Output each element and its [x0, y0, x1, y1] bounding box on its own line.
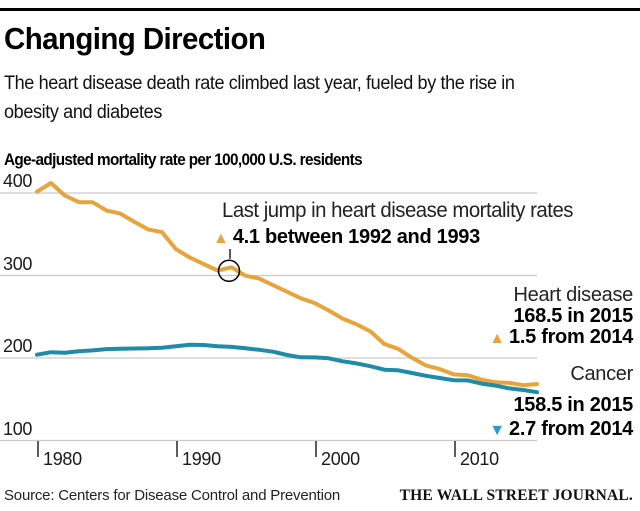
triangle-up-icon: ▲ — [489, 330, 506, 347]
cancer-line — [35, 342, 539, 395]
y-axis-label-200: 200 — [3, 336, 33, 356]
top-rule — [0, 8, 640, 11]
source-credit: Source: Centers for Disease Control and … — [4, 487, 341, 504]
heart-disease-change-text: 1.5 from 2014 — [509, 326, 633, 348]
x-axis-label-1980: 1980 — [43, 449, 82, 469]
subtitle-line-1: The heart disease death rate climbed las… — [4, 73, 515, 94]
y-axis-label-100: 100 — [3, 419, 33, 439]
annotation-detail-text: 4.1 between 1992 and 1993 — [232, 226, 480, 248]
cancer-value: 158.5 in 2015 — [513, 394, 633, 416]
subtitle-line-2: obesity and diabetes — [4, 102, 162, 123]
axis-unit-label: Age-adjusted mortality rate per 100,000 … — [4, 150, 363, 169]
x-axis-label-2000: 2000 — [321, 449, 360, 469]
heart-disease-series-label: Heart disease — [513, 284, 634, 306]
jump-circle-marker — [217, 259, 241, 283]
annotation-text: Last jump in heart disease mortality rat… — [222, 199, 573, 222]
cancer-series-label: Cancer — [570, 363, 633, 385]
chart-subtitle: The heart disease death rate climbed las… — [4, 69, 515, 127]
page-title: Changing Direction — [4, 21, 266, 56]
x-axis-label-1990: 1990 — [182, 449, 221, 469]
annotation-detail: ▲ 4.1 between 1992 and 1993 — [213, 226, 480, 249]
x-axis-label-2010: 2010 — [460, 449, 499, 469]
y-axis-label-300: 300 — [3, 254, 33, 274]
cancer-change-text: 2.7 from 2014 — [509, 418, 633, 440]
wsj-logotype: THE WALL STREET JOURNAL. — [399, 487, 633, 504]
y-axis-label-400: 400 — [3, 171, 33, 191]
heart-disease-change: ▲ 1.5 from 2014 — [489, 326, 633, 349]
heart-disease-line — [35, 181, 539, 388]
heart-disease-value: 168.5 in 2015 — [513, 305, 633, 327]
triangle-up-icon: ▲ — [213, 230, 229, 247]
triangle-down-icon: ▼ — [489, 422, 506, 439]
cancer-change: ▼ 2.7 from 2014 — [489, 418, 633, 441]
